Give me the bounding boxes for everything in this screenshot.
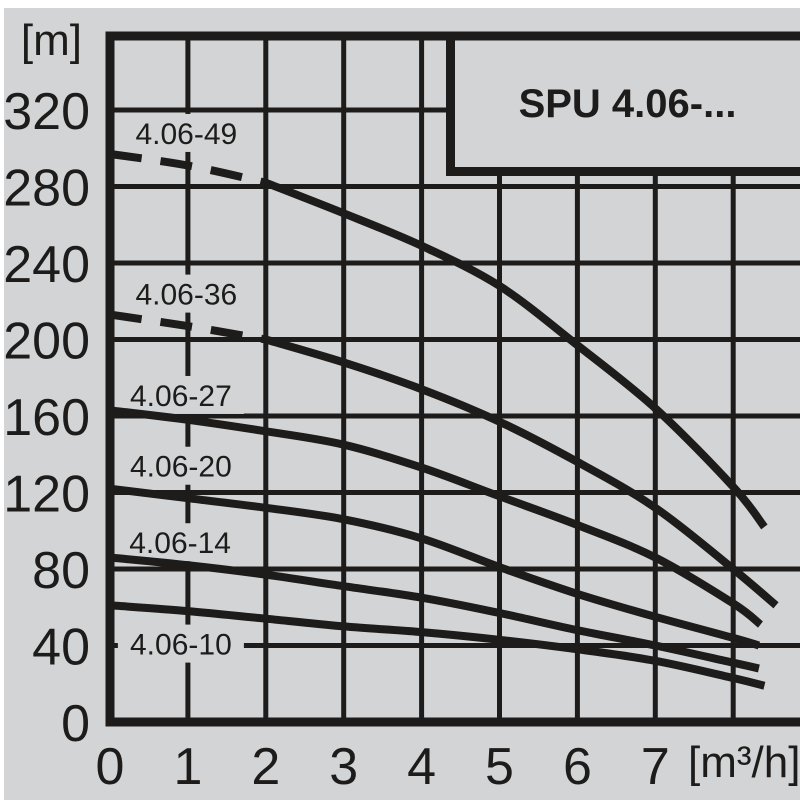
curve-label: 4.06-10 — [130, 629, 232, 662]
curve-label: 4.06-36 — [135, 279, 237, 312]
y-axis-unit-label: [m] — [20, 16, 82, 65]
pump-curve-4.06-10 — [109, 601, 766, 690]
y-tick-label: 80 — [32, 542, 90, 600]
x-tick-label: 5 — [485, 738, 514, 796]
curve-label-halo — [117, 446, 244, 485]
y-tick-label: 0 — [61, 695, 90, 753]
pump-curve-dashed-4.06-49 — [109, 150, 267, 187]
curve-label: 4.06-49 — [135, 118, 237, 151]
curve-label-halo — [117, 523, 244, 562]
y-tick-label: 40 — [32, 619, 90, 677]
pump-curve-4.06-49 — [264, 178, 768, 530]
curve-label-halo — [117, 375, 244, 414]
curve-label: 4.06-27 — [130, 380, 232, 413]
x-tick-label: 4 — [407, 738, 436, 796]
pump-curve-4.06-27 — [109, 406, 764, 628]
x-axis-unit-label: [m³/h] — [688, 738, 800, 787]
y-tick-label: 160 — [3, 389, 90, 447]
title-box-frame — [446, 31, 800, 176]
curve-label-halo — [117, 624, 244, 663]
x-tick-label: 1 — [173, 738, 202, 796]
y-tick-label: 120 — [3, 466, 90, 524]
curve-label: 4.06-14 — [129, 527, 231, 560]
y-tick-label: 240 — [3, 236, 90, 294]
curve-label-halo — [123, 113, 250, 152]
chart-title: SPU 4.06-... — [518, 81, 737, 126]
x-tick-label: 0 — [96, 738, 125, 796]
pump-curve-dashed-4.06-36 — [109, 310, 267, 344]
y-tick-label: 320 — [3, 83, 90, 141]
pump-curve-4.06-14 — [109, 553, 760, 673]
curve-label: 4.06-20 — [130, 451, 232, 484]
x-tick-label: 6 — [563, 738, 592, 796]
y-tick-label: 280 — [3, 160, 90, 218]
y-tick-label: 200 — [3, 313, 90, 371]
x-tick-label: 3 — [329, 738, 358, 796]
x-tick-label: 7 — [641, 738, 670, 796]
pump-curve-4.06-20 — [109, 484, 761, 650]
pump-curve-4.06-36 — [264, 335, 779, 609]
x-tick-label: 2 — [251, 738, 280, 796]
curve-label-halo — [123, 274, 250, 313]
